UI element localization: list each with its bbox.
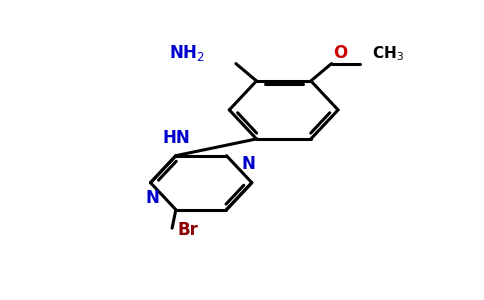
Text: N: N <box>146 189 159 207</box>
Text: O: O <box>333 44 347 62</box>
Text: HN: HN <box>163 129 191 147</box>
Text: N: N <box>241 155 255 173</box>
Text: CH$_3$: CH$_3$ <box>372 44 404 63</box>
Text: Br: Br <box>178 221 198 239</box>
Text: NH$_2$: NH$_2$ <box>169 43 205 63</box>
